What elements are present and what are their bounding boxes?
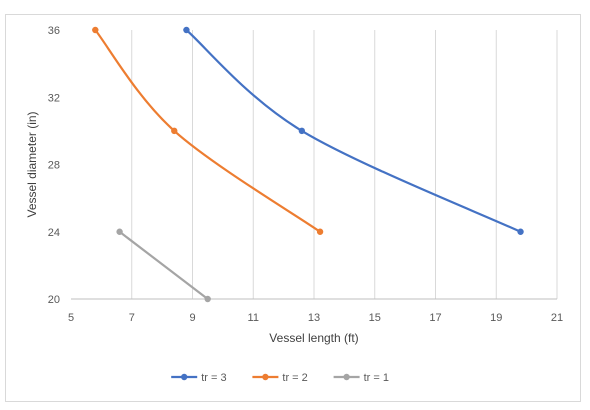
legend-marker <box>343 374 349 380</box>
y-axis-title: Vessel diameter (in) <box>25 111 39 217</box>
data-point <box>116 229 122 235</box>
x-tick-label: 15 <box>369 312 381 324</box>
series <box>92 27 524 302</box>
y-tick-label: 36 <box>48 25 60 37</box>
series-3 <box>116 229 210 303</box>
x-tick-label: 7 <box>129 312 135 324</box>
x-tick-labels: 5 7 9 11 13 15 17 19 21 <box>68 312 563 324</box>
series-2 <box>92 27 323 235</box>
y-tick-label: 32 <box>48 92 60 104</box>
legend-item: tr = 3 <box>171 372 226 384</box>
x-tick-label: 13 <box>308 312 320 324</box>
legend-marker <box>262 374 268 380</box>
data-point <box>204 296 210 302</box>
series-line <box>95 30 320 232</box>
data-point <box>171 128 177 134</box>
x-tick-label: 5 <box>68 312 74 324</box>
series-line <box>120 232 208 299</box>
legend-label: tr = 2 <box>282 372 307 384</box>
data-point <box>517 229 523 235</box>
legend-marker <box>181 374 187 380</box>
legend-label: tr = 3 <box>201 372 226 384</box>
x-tick-label: 19 <box>490 312 502 324</box>
x-axis-title: Vessel length (ft) <box>269 331 358 345</box>
series-line <box>186 30 520 232</box>
y-tick-labels: 20 24 28 32 36 <box>48 25 60 306</box>
legend: tr = 3 tr = 2 tr = 1 <box>171 372 389 384</box>
y-tick-label: 28 <box>48 160 60 172</box>
legend-item: tr = 2 <box>252 372 307 384</box>
x-tick-label: 17 <box>429 312 441 324</box>
data-point <box>92 27 98 33</box>
data-point <box>183 27 189 33</box>
y-tick-label: 24 <box>48 227 60 239</box>
legend-label: tr = 1 <box>364 372 389 384</box>
x-tick-label: 11 <box>248 312 259 324</box>
series-1 <box>183 27 524 235</box>
data-point <box>317 229 323 235</box>
legend-item: tr = 1 <box>334 372 389 384</box>
grid <box>132 30 557 299</box>
x-tick-label: 21 <box>551 312 563 324</box>
data-point <box>299 128 305 134</box>
y-tick-label: 20 <box>48 294 60 306</box>
x-tick-label: 9 <box>189 312 195 324</box>
